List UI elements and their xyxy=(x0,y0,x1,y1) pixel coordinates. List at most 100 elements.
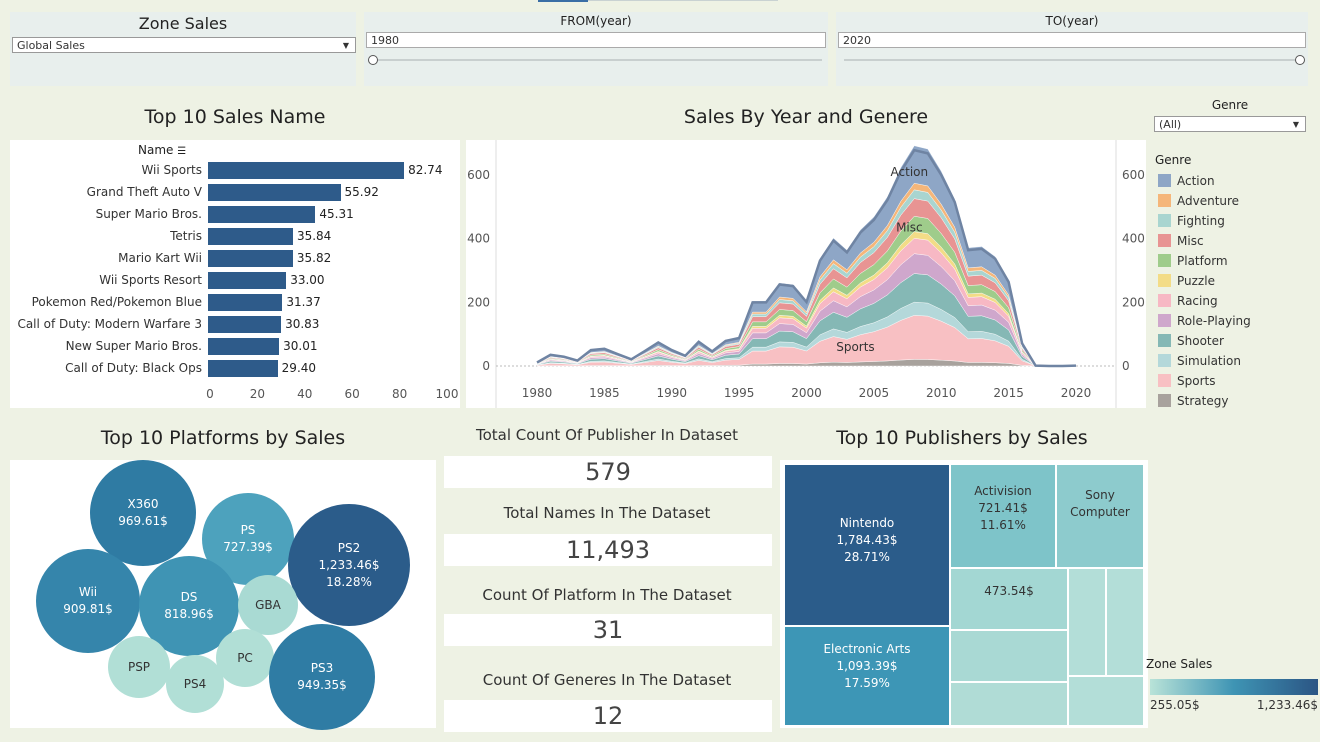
bar[interactable] xyxy=(208,316,282,333)
bar[interactable] xyxy=(208,272,287,289)
color-legend-min: 255.05$ xyxy=(1150,698,1200,712)
bar-value-label: 31.37 xyxy=(286,295,321,309)
sort-icon[interactable]: ☰ xyxy=(177,146,187,157)
bubble-ps4[interactable]: PS4 xyxy=(166,655,224,713)
bubble-name: DS xyxy=(180,590,198,604)
bar-value-label: 33.00 xyxy=(290,273,325,287)
legend-label: Platform xyxy=(1177,254,1228,268)
bar[interactable] xyxy=(208,206,316,223)
bubble-x360[interactable]: X360 969.61$ xyxy=(90,460,196,566)
bar[interactable] xyxy=(208,184,341,201)
bar[interactable] xyxy=(208,360,278,377)
x-axis-tick: 1995 xyxy=(724,386,755,400)
bubble-pct: 18.28% xyxy=(326,574,372,589)
y-axis-tick-right: 400 xyxy=(1122,232,1145,246)
name-column-header[interactable]: Name ☰ xyxy=(138,143,186,157)
bubble-pc[interactable]: PC xyxy=(216,629,274,687)
legend-swatch xyxy=(1158,174,1171,187)
legend-label: Fighting xyxy=(1177,214,1225,228)
legend-swatch xyxy=(1158,374,1171,387)
legend-label: Racing xyxy=(1177,294,1218,308)
platforms-bubble-chart: X360 969.61$ PS 727.39$ PS2 1,233.46$ 18.28% Wi… xyxy=(10,460,436,730)
treemap-tile-activision[interactable]: Activision 721.41$ 11.61% xyxy=(950,464,1056,568)
treemap-tile-publisher-9[interactable] xyxy=(1106,568,1144,676)
bar-name-label: Pokemon Red/Pokemon Blue xyxy=(31,295,202,309)
zone-filter-panel: Zone Sales Global Sales ▼ xyxy=(10,12,356,86)
legend-swatch xyxy=(1158,194,1171,207)
color-legend-title: Zone Sales xyxy=(1146,657,1213,671)
from-year-slider-track[interactable] xyxy=(372,59,822,61)
bubble-psp[interactable]: PSP xyxy=(108,636,170,698)
to-year-slider-track[interactable] xyxy=(844,59,1300,61)
genre-select[interactable]: (All) ▼ xyxy=(1154,116,1306,132)
from-year-input[interactable]: 1980 xyxy=(366,32,826,48)
bubble-name: PS2 xyxy=(337,540,361,555)
bar-name-label: Mario Kart Wii xyxy=(118,251,202,265)
bar[interactable] xyxy=(208,228,293,245)
legend-swatch xyxy=(1158,354,1171,367)
bubble-value: 727.39$ xyxy=(223,540,273,554)
activision-name: Activision xyxy=(974,484,1032,498)
bubble-ps3[interactable]: PS3 949.35$ xyxy=(269,624,375,730)
bubble-wii[interactable]: Wii 909.81$ xyxy=(36,549,140,653)
x-axis-tick: 2015 xyxy=(993,386,1024,400)
x-axis-tick: 0 xyxy=(206,387,214,401)
treemap-tile-publisher-6[interactable] xyxy=(950,630,1068,682)
legend-item-puzzle[interactable]: Puzzle xyxy=(1158,271,1308,291)
treemap-tile-nintendo[interactable]: Nintendo 1,784.43$ 28.71% xyxy=(784,464,950,626)
tab-strip xyxy=(588,0,778,1)
treemap-tile-publisher-7[interactable] xyxy=(950,682,1068,726)
treemap-tile-publisher-5[interactable]: 473.54$ xyxy=(950,568,1068,630)
y-axis-tick-left: 0 xyxy=(482,359,490,373)
legend-item-shooter[interactable]: Shooter xyxy=(1158,331,1308,351)
y-axis-tick-right: 200 xyxy=(1122,295,1145,309)
area-chart-panel: 1980 1985 1990 1995 2000 2005 2010 2015 2020 0 0 20… xyxy=(466,140,1146,408)
legend-label: Puzzle xyxy=(1177,274,1215,288)
bar[interactable] xyxy=(208,294,283,311)
x-axis-tick: 60 xyxy=(344,387,360,401)
bar[interactable] xyxy=(208,162,405,179)
area-label-sports: Sports xyxy=(836,340,874,354)
bar-value-label: 35.84 xyxy=(296,229,332,243)
zone-select[interactable]: Global Sales ▼ xyxy=(12,37,356,53)
bubble-name: PC xyxy=(237,650,253,665)
legend-item-sports[interactable]: Sports xyxy=(1158,371,1308,391)
area-chart: 1980 1985 1990 1995 2000 2005 2010 2015 2020 0 0 20… xyxy=(467,140,1145,408)
legend-item-action[interactable]: Action xyxy=(1158,171,1308,191)
bar-name-label: Wii Sports Resort xyxy=(99,273,202,287)
legend-swatch xyxy=(1158,214,1171,227)
to-year-input[interactable]: 2020 xyxy=(838,32,1306,48)
ea-value: 1,093.39$ xyxy=(836,659,898,673)
to-year-slider-handle[interactable] xyxy=(1295,55,1305,65)
ea-pct: 17.59% xyxy=(844,676,890,690)
legend-item-adventure[interactable]: Adventure xyxy=(1158,191,1308,211)
legend-swatch xyxy=(1158,334,1171,347)
legend-item-misc[interactable]: Misc xyxy=(1158,231,1308,251)
bubble-ps2[interactable]: PS2 1,233.46$ 18.28% xyxy=(288,504,410,626)
legend-item-racing[interactable]: Racing xyxy=(1158,291,1308,311)
legend-item-platform[interactable]: Platform xyxy=(1158,251,1308,271)
treemap-tile-sony[interactable]: Sony Computer xyxy=(1056,464,1144,568)
bubble-name: Wii xyxy=(78,585,98,599)
bar-name-label: Call of Duty: Black Ops xyxy=(65,361,202,375)
treemap-tile-electronic-arts[interactable]: Electronic Arts 1,093.39$ 17.59% xyxy=(784,626,950,726)
x-axis-tick: 1980 xyxy=(522,386,553,400)
bar[interactable] xyxy=(208,250,293,267)
chevron-down-icon: ▼ xyxy=(342,41,349,50)
bubble-name: PSP xyxy=(127,659,151,674)
legend-swatch xyxy=(1158,294,1171,307)
y-axis-tick-right: 600 xyxy=(1122,168,1145,182)
bar[interactable] xyxy=(208,338,280,355)
bubble-gba[interactable]: GBA xyxy=(238,575,298,635)
color-legend-gradient xyxy=(1150,679,1318,695)
legend-item-fighting[interactable]: Fighting xyxy=(1158,211,1308,231)
treemap-tile-publisher-10[interactable] xyxy=(1068,676,1144,726)
to-year-panel: TO(year) 2020 xyxy=(836,12,1308,86)
legend-item-strategy[interactable]: Strategy xyxy=(1158,391,1308,411)
x-axis-tick: 100 xyxy=(435,387,459,401)
activision-pct: 11.61% xyxy=(980,518,1026,532)
from-year-slider-handle[interactable] xyxy=(368,55,378,65)
legend-item-role-playing[interactable]: Role-Playing xyxy=(1158,311,1308,331)
treemap-tile-publisher-8[interactable] xyxy=(1068,568,1106,676)
legend-item-simulation[interactable]: Simulation xyxy=(1158,351,1308,371)
